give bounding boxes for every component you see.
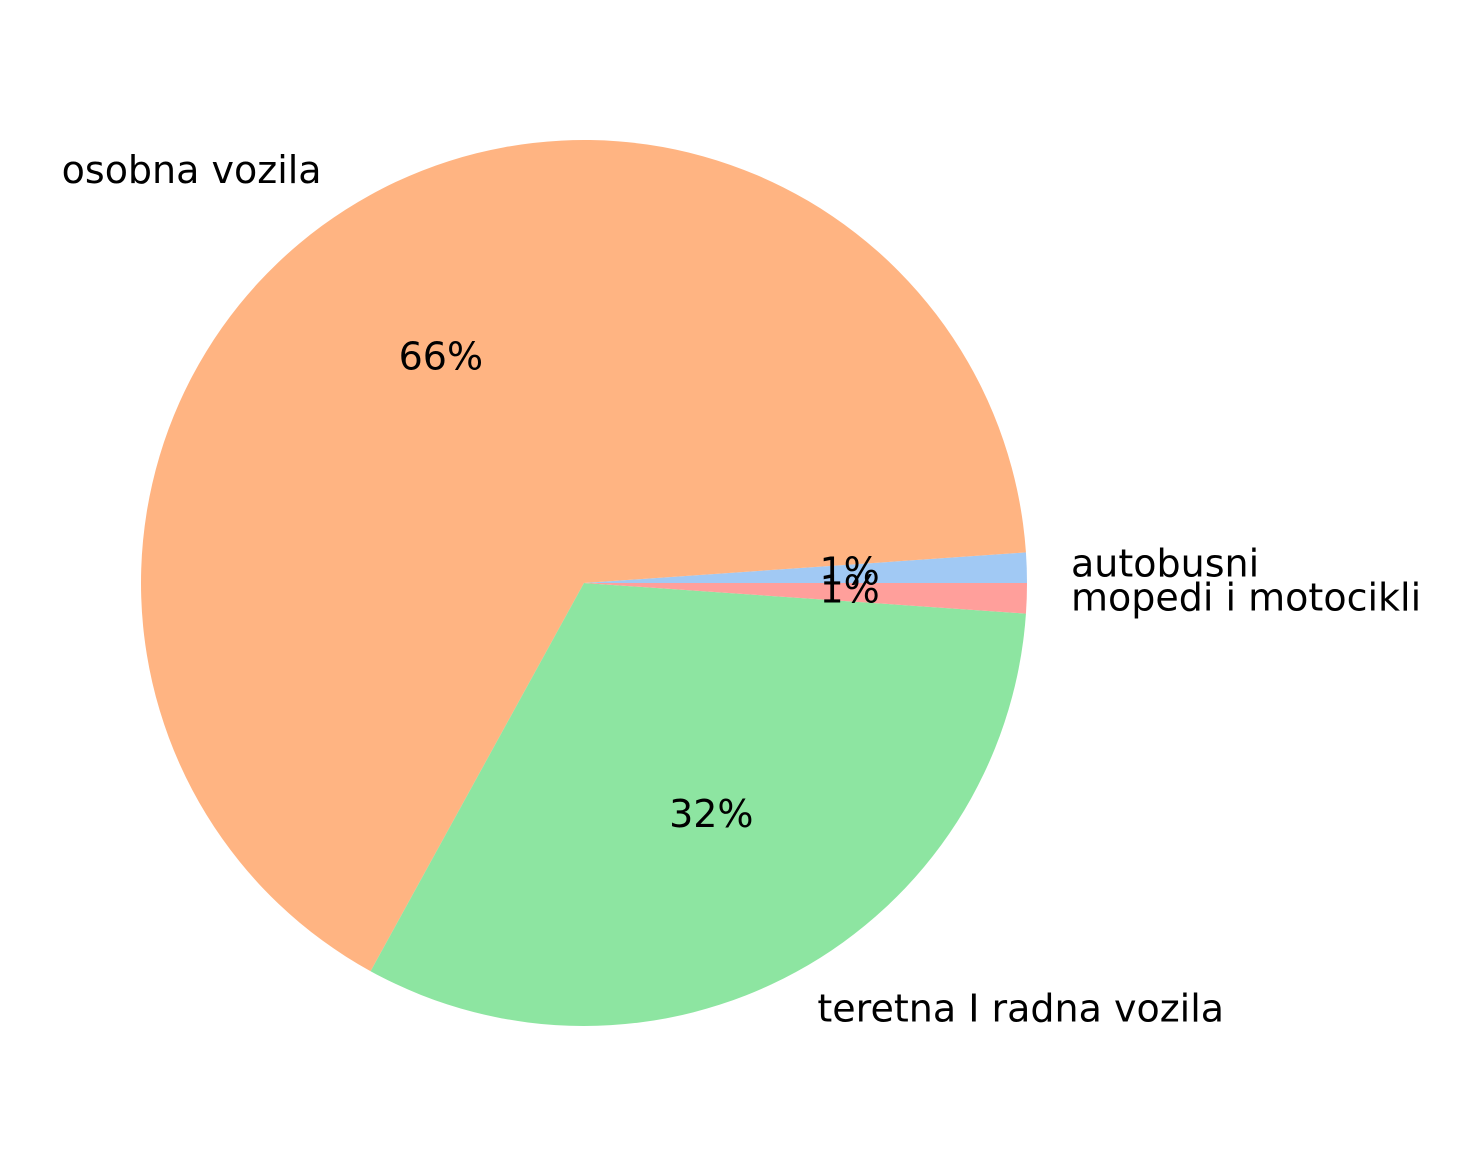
slice-pct-label-0: 1% xyxy=(819,549,879,593)
pie-slice-2 xyxy=(370,583,1026,1026)
slice-label-0: autobusni xyxy=(1071,542,1259,586)
slice-pct-label-1: 66% xyxy=(399,335,483,379)
slice-label-1: osobna vozila xyxy=(62,148,322,192)
pie-slice-1 xyxy=(140,139,1026,972)
pie-slices xyxy=(140,139,1027,1026)
slice-label-3: mopedi i motocikli xyxy=(1071,575,1421,619)
pie-labels: autobusni 1% osobna vozila 66% teretna I rad… xyxy=(62,148,1422,1030)
pie-slice-3 xyxy=(584,583,1027,614)
slice-label-2: teretna I radna vozila xyxy=(817,986,1224,1030)
slice-pct-label-2: 32% xyxy=(669,792,753,836)
slice-pct-label-3: 1% xyxy=(819,568,879,612)
pie-slice-0 xyxy=(584,552,1027,583)
